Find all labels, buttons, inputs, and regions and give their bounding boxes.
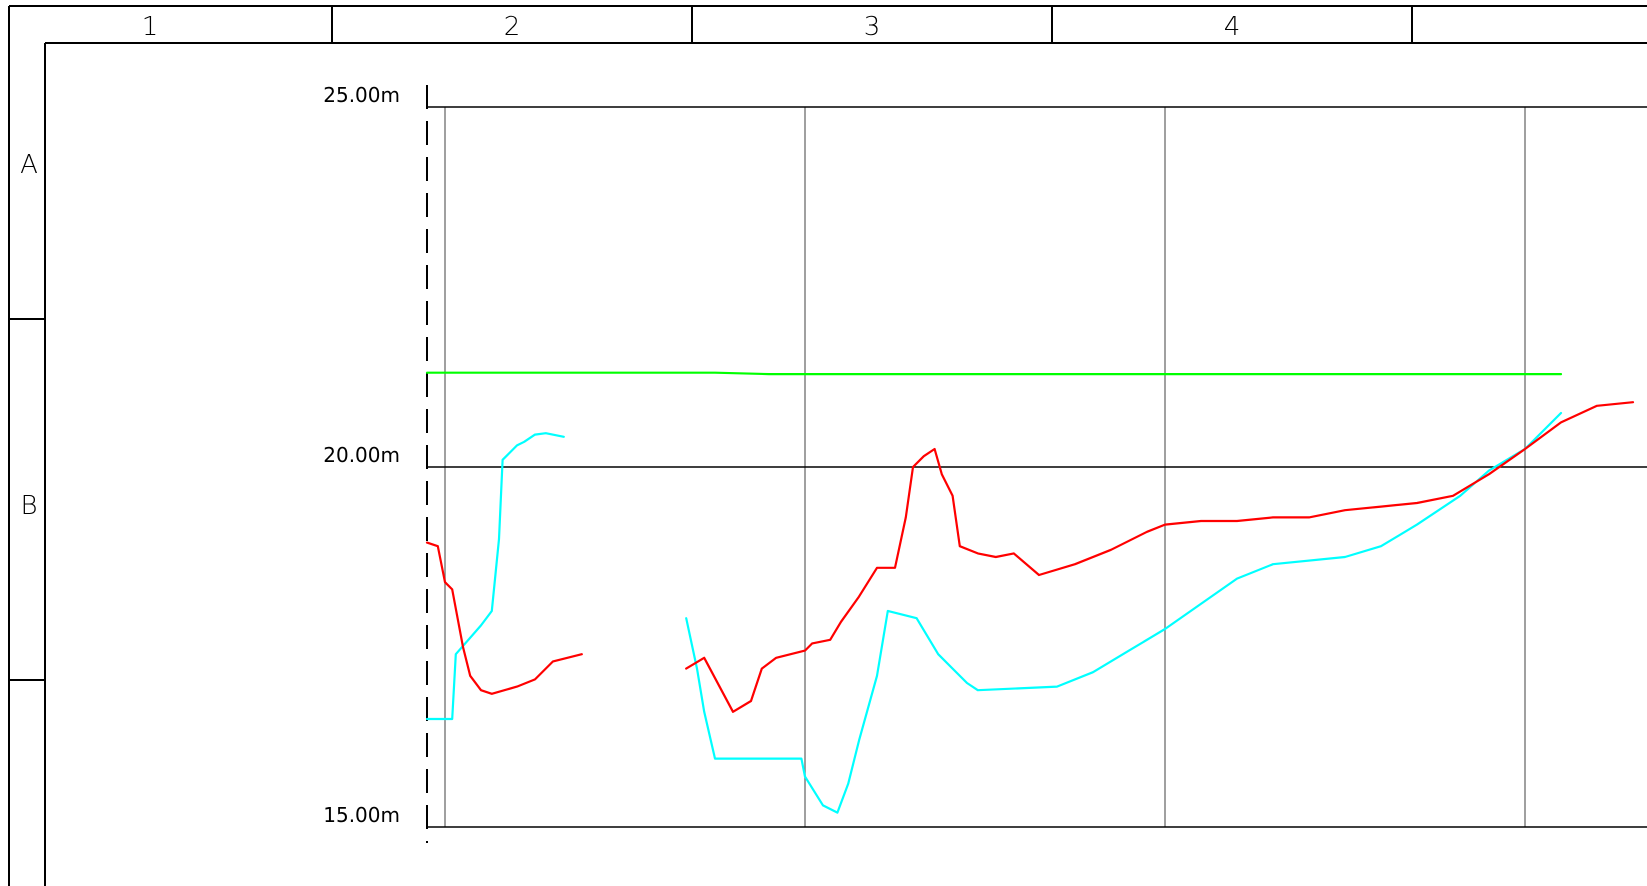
elevation-tick-label: 15.00m: [323, 803, 400, 827]
series-line-2-segment-1: [685, 401, 1635, 713]
column-label-4: 4: [1224, 12, 1241, 42]
elevation-tick-label: 25.00m: [323, 83, 400, 107]
row-label-a: A: [20, 150, 38, 180]
elevation-tick-label: 20.00m: [323, 443, 400, 467]
series-line-1-segment-1: [685, 411, 1563, 814]
column-label-2: 2: [504, 12, 521, 42]
chart-series: [425, 371, 1635, 814]
series-line-1-segment-0: [425, 432, 565, 721]
chart-grid: [427, 106, 1647, 828]
frame-labels: 1 2 3 4 A B: [20, 12, 1240, 521]
elevation-tick-labels: 25.00m 20.00m 15.00m: [323, 83, 400, 827]
column-label-3: 3: [864, 12, 881, 42]
drawing-frame: [8, 5, 1647, 886]
column-label-1: 1: [142, 12, 159, 42]
row-label-b: B: [20, 491, 37, 521]
series-line-0-segment-0: [425, 371, 1563, 376]
series-line-2-segment-0: [425, 541, 583, 695]
